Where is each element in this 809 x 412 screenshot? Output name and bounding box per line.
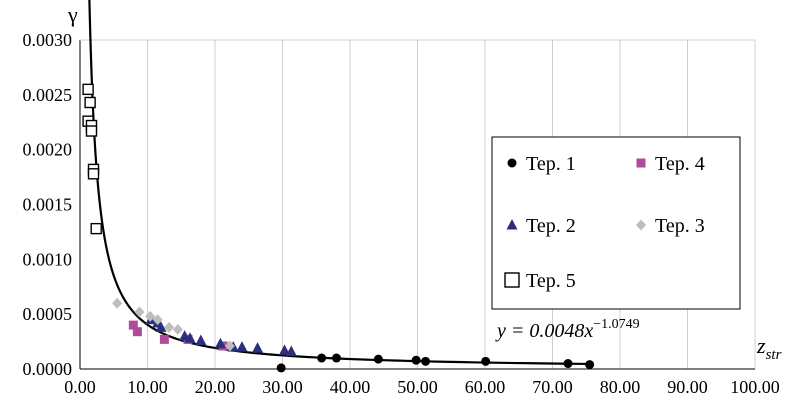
tep1-point xyxy=(481,356,491,366)
tep5-point xyxy=(82,83,94,96)
tep3-point xyxy=(145,310,156,322)
y-tick-label: 0.0000 xyxy=(23,359,73,379)
y-tick-label: 0.0005 xyxy=(23,304,73,324)
trendline-equation: y = 0.0048x−1.0749 xyxy=(495,317,640,342)
legend: Tep. 1 Tep. 4 Tep. 2 Tep. 3 Tep. 5 xyxy=(491,136,741,310)
x-axis-label-sub: str xyxy=(766,347,782,363)
tep2-point xyxy=(285,345,297,356)
legend-label-tep4: Tep. 4 xyxy=(655,153,705,175)
tep5-point xyxy=(87,168,100,180)
tep3-point xyxy=(224,340,235,352)
x-tick-label: 60.00 xyxy=(465,377,506,397)
x-tick-label: 80.00 xyxy=(600,377,641,397)
tep4-point xyxy=(132,327,142,337)
x-tick-label: 10.00 xyxy=(127,377,168,397)
x-tick-label: 0.00 xyxy=(64,377,96,397)
tep1-point xyxy=(276,363,286,373)
x-tick-label: 50.00 xyxy=(397,377,438,397)
tep1-point xyxy=(317,353,327,363)
tep3-point xyxy=(164,321,175,333)
x-tick-label: 100.00 xyxy=(730,377,780,397)
legend-box xyxy=(491,136,741,310)
y-tick-label: 0.0030 xyxy=(23,30,73,50)
tep3-point xyxy=(172,324,183,336)
tep1-point xyxy=(411,355,421,365)
legend-marker-tep1 xyxy=(507,158,517,168)
legend-marker-tep4 xyxy=(636,158,646,168)
legend-label-tep5: Tep. 5 xyxy=(526,270,576,292)
x-tick-label: 70.00 xyxy=(532,377,573,397)
y-tick-label: 0.0015 xyxy=(23,195,73,215)
tep2-point xyxy=(214,337,226,349)
tep5-point xyxy=(85,125,98,137)
tep5-point xyxy=(90,222,102,235)
legend-label-tep3: Tep. 3 xyxy=(655,215,705,237)
tep5-point xyxy=(84,96,96,109)
tep1-point xyxy=(332,353,341,363)
legend-label-tep1: Tep. 1 xyxy=(526,153,576,175)
x-tick-label: 20.00 xyxy=(195,377,236,397)
grid xyxy=(79,39,756,370)
tep3-point xyxy=(152,314,163,326)
tep1-point xyxy=(421,356,431,366)
y-tick-label: 0.0025 xyxy=(23,85,73,105)
x-tick-label: 40.00 xyxy=(330,377,371,397)
x-axis-label: zstr xyxy=(756,333,782,363)
tep2-point xyxy=(236,341,248,352)
legend-marker-tep3 xyxy=(636,219,646,231)
trendline-equation-main: y = 0.0048x xyxy=(495,320,593,342)
tep1-point xyxy=(373,354,383,364)
y-tick-label: 0.0020 xyxy=(23,140,73,160)
tep4-point xyxy=(128,320,138,330)
trendline-equation-exponent: −1.0749 xyxy=(593,317,639,332)
tep2-point xyxy=(279,344,291,355)
legend-marker-tep5 xyxy=(504,272,520,288)
tep2-point xyxy=(252,342,264,353)
data-points xyxy=(82,83,595,373)
y-tick-labels: 0.0000 0.0005 0.0010 0.0015 0.0020 0.0025 0.00… xyxy=(23,30,73,379)
tep2-point xyxy=(155,321,167,332)
tep4-point xyxy=(159,334,169,344)
legend-label-tep2: Tep. 2 xyxy=(526,215,576,237)
tep2-point xyxy=(184,332,196,343)
x-axis-label-main: z xyxy=(756,333,766,358)
tep1-point xyxy=(563,359,573,369)
y-tick-label: 0.0010 xyxy=(23,249,73,269)
tep3-point xyxy=(112,297,123,309)
legend-marker-tep2 xyxy=(506,219,518,230)
x-tick-label: 90.00 xyxy=(667,377,708,397)
tep1-point xyxy=(585,360,595,370)
x-tick-label: 30.00 xyxy=(262,377,303,397)
y-axis-label: γ xyxy=(67,2,78,27)
tep3-point xyxy=(134,306,145,318)
x-tick-labels: 0.00 10.00 20.00 30.00 40.00 50.00 60.00 70.00 8… xyxy=(64,377,780,397)
tep2-point xyxy=(195,334,207,345)
